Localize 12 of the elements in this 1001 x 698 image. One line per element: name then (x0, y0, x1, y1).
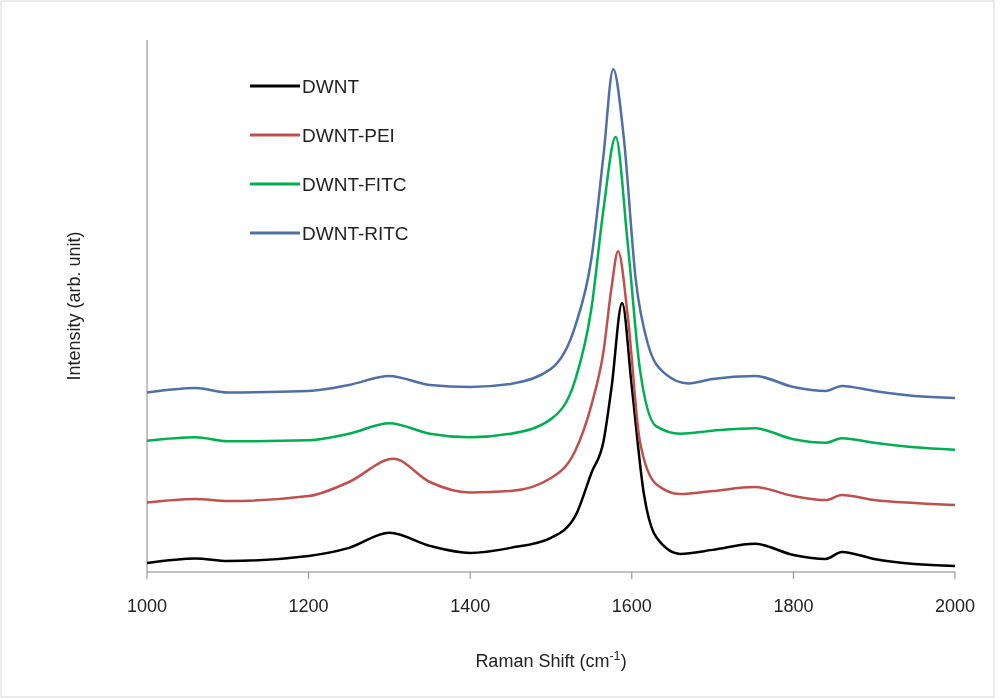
legend-label: DWNT-FITC (302, 174, 407, 195)
x-tick-label: 2000 (934, 596, 976, 616)
legend-label: DWNT-RITC (302, 223, 409, 244)
x-tick-label: 1600 (611, 596, 652, 616)
y-axis-title: Intensity (arb. unit) (64, 231, 84, 381)
x-tick-label: 1800 (773, 596, 814, 616)
x-tick-label: 1400 (450, 596, 491, 616)
legend-label: DWNT (302, 76, 360, 97)
x-tick-label: 1000 (126, 596, 168, 616)
x-axis-title: Raman Shift (cm$^{-1}$) (475, 649, 627, 671)
legend-label: DWNT-PEI (302, 125, 395, 146)
x-tick-label: 1200 (288, 596, 329, 616)
